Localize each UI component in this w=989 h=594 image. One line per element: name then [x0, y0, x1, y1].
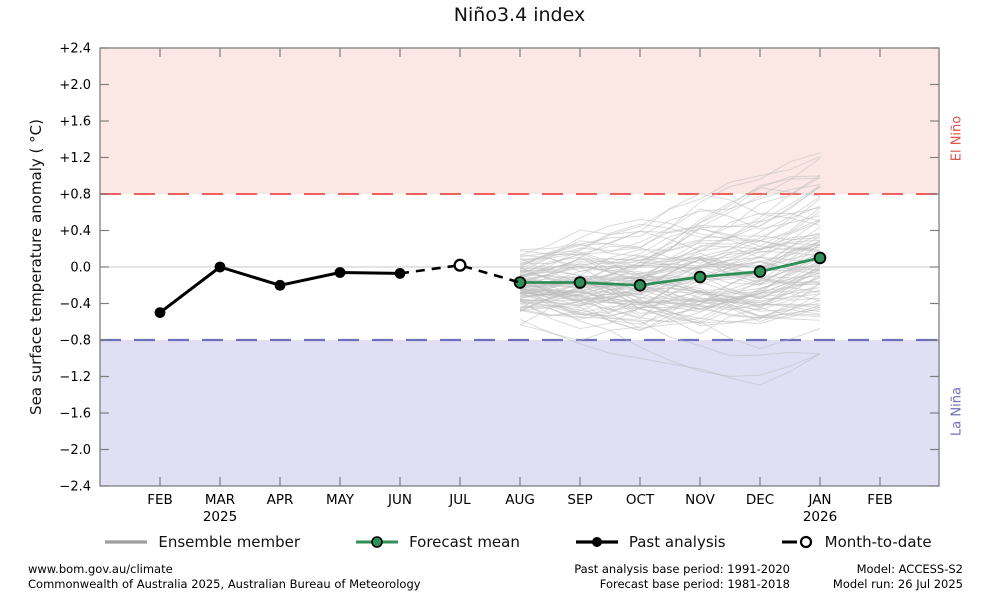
past-analysis-swatch-icon: [575, 537, 618, 547]
footer-past-base-period: Past analysis base period: 1991-2020: [574, 562, 790, 576]
month-to-date-connector: [399, 263, 521, 284]
legend-item-past-analysis: Past analysis: [574, 533, 726, 551]
legend-label-forecast-mean: Forecast mean: [409, 533, 520, 551]
svg-text:+1.2: +1.2: [59, 151, 91, 166]
svg-text:JUN: JUN: [387, 492, 412, 508]
footer-base-periods: Past analysis base period: 1991-2020 For…: [574, 562, 790, 591]
x-tick-labels: FEB MAR APR MAY JUN JUL AUG SEP OCT NOV DEC JAN FEB 2…: [147, 492, 893, 525]
svg-text:MAY: MAY: [326, 492, 355, 508]
svg-text:DEC: DEC: [746, 492, 774, 508]
legend-label-ensemble: Ensemble member: [158, 533, 301, 551]
past-analysis-line: [154, 261, 406, 318]
svg-text:JAN: JAN: [807, 492, 831, 508]
nino34-plot: +2.4 +2.0 +1.6 +1.2 +0.8 +0.4 0.0 −0.4 −0.8 −1.2 −…: [59, 42, 940, 525]
month-to-date-swatch-icon: [781, 535, 812, 549]
ensemble-lines: [519, 152, 821, 386]
footer-forecast-base-period: Forecast base period: 1981-2018: [599, 576, 790, 591]
svg-text:SEP: SEP: [567, 492, 592, 508]
month-to-date-marker: [453, 258, 467, 272]
legend-label-past-analysis: Past analysis: [628, 533, 726, 551]
footer-model-run: Model run: 26 Jul 2025: [832, 576, 963, 591]
svg-text:JUL: JUL: [448, 492, 471, 508]
svg-text:FEB: FEB: [147, 492, 173, 508]
svg-text:+1.6: +1.6: [59, 115, 91, 130]
el-nino-band-label: El Niño: [949, 115, 965, 162]
svg-text:0.0: 0.0: [70, 261, 91, 276]
svg-text:−1.6: −1.6: [59, 407, 91, 422]
ensemble-member-swatch-icon: [105, 540, 148, 544]
legend-item-month-to-date: Month-to-date: [780, 533, 932, 551]
svg-text:OCT: OCT: [626, 492, 655, 508]
la-nina-band: [100, 340, 939, 486]
footer-model: Model: ACCESS-S2: [856, 562, 963, 576]
legend-item-forecast-mean: Forecast mean: [354, 533, 520, 551]
forecast-mean-line: [513, 251, 827, 292]
y-axis-label: Sea surface temperature anomaly ( °C): [27, 119, 45, 415]
svg-text:−0.8: −0.8: [59, 334, 91, 349]
svg-text:+0.4: +0.4: [59, 224, 91, 239]
svg-text:2025: 2025: [203, 509, 237, 525]
footer-model-info: Model: ACCESS-S2 Model run: 26 Jul 2025: [833, 562, 963, 591]
svg-text:−2.4: −2.4: [59, 480, 91, 495]
forecast-mean-swatch-icon: [356, 536, 399, 548]
svg-text:FEB: FEB: [867, 492, 893, 508]
footer-site-url: www.bom.gov.au/climate: [28, 562, 173, 576]
footer-left: www.bom.gov.au/climate Commonwealth of A…: [28, 562, 421, 591]
svg-text:−2.0: −2.0: [59, 443, 91, 458]
svg-text:+2.0: +2.0: [59, 78, 91, 93]
axis-frame: [99, 47, 940, 487]
legend: Ensemble member Forecast mean Past analy…: [0, 533, 989, 551]
svg-text:AUG: AUG: [505, 492, 535, 508]
svg-text:+0.8: +0.8: [59, 188, 91, 203]
la-nina-band-label: La Niña: [949, 387, 965, 436]
svg-text:+2.4: +2.4: [59, 42, 91, 57]
legend-item-ensemble: Ensemble member: [103, 533, 300, 551]
el-nino-band: [100, 48, 939, 194]
svg-text:APR: APR: [267, 492, 294, 508]
svg-text:−1.2: −1.2: [59, 370, 91, 385]
svg-text:MAR: MAR: [205, 492, 235, 508]
chart-title: Niño3.4 index: [453, 4, 586, 26]
svg-text:2026: 2026: [803, 509, 837, 525]
svg-text:NOV: NOV: [685, 492, 715, 508]
svg-text:−0.4: −0.4: [59, 297, 91, 312]
legend-label-month-to-date: Month-to-date: [824, 533, 932, 551]
footer-copyright: Commonwealth of Australia 2025, Australi…: [28, 576, 421, 591]
y-tick-labels: +2.4 +2.0 +1.6 +1.2 +0.8 +0.4 0.0 −0.4 −0.8 −1.2 −…: [59, 42, 91, 495]
